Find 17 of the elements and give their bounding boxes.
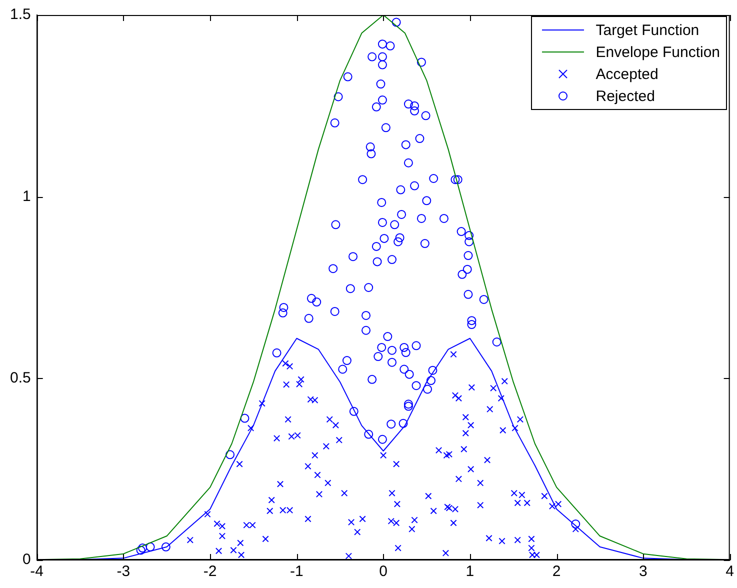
y-tick-label: 1.5 (10, 6, 31, 24)
legend-label: Rejected (596, 88, 655, 104)
legend-label: Accepted (596, 66, 658, 82)
x-tick-label: -3 (116, 563, 130, 580)
y-tick-label: 0 (22, 551, 31, 568)
x-tick-label: -2 (203, 563, 217, 580)
x-tick-label: 0 (379, 563, 388, 580)
x-tick-label: 2 (552, 563, 561, 580)
x-tick-label: -1 (290, 563, 304, 580)
x-tick-label: 1 (466, 563, 474, 580)
legend-label: Envelope Function (596, 44, 720, 60)
y-tick-label: 1 (22, 188, 31, 205)
x-tick-label: 3 (639, 563, 648, 580)
x-tick-label: -4 (30, 563, 44, 580)
legend-label: Target Function (596, 22, 700, 38)
y-tick-label: 0.5 (10, 369, 31, 386)
x-tick-label: 4 (726, 563, 734, 580)
